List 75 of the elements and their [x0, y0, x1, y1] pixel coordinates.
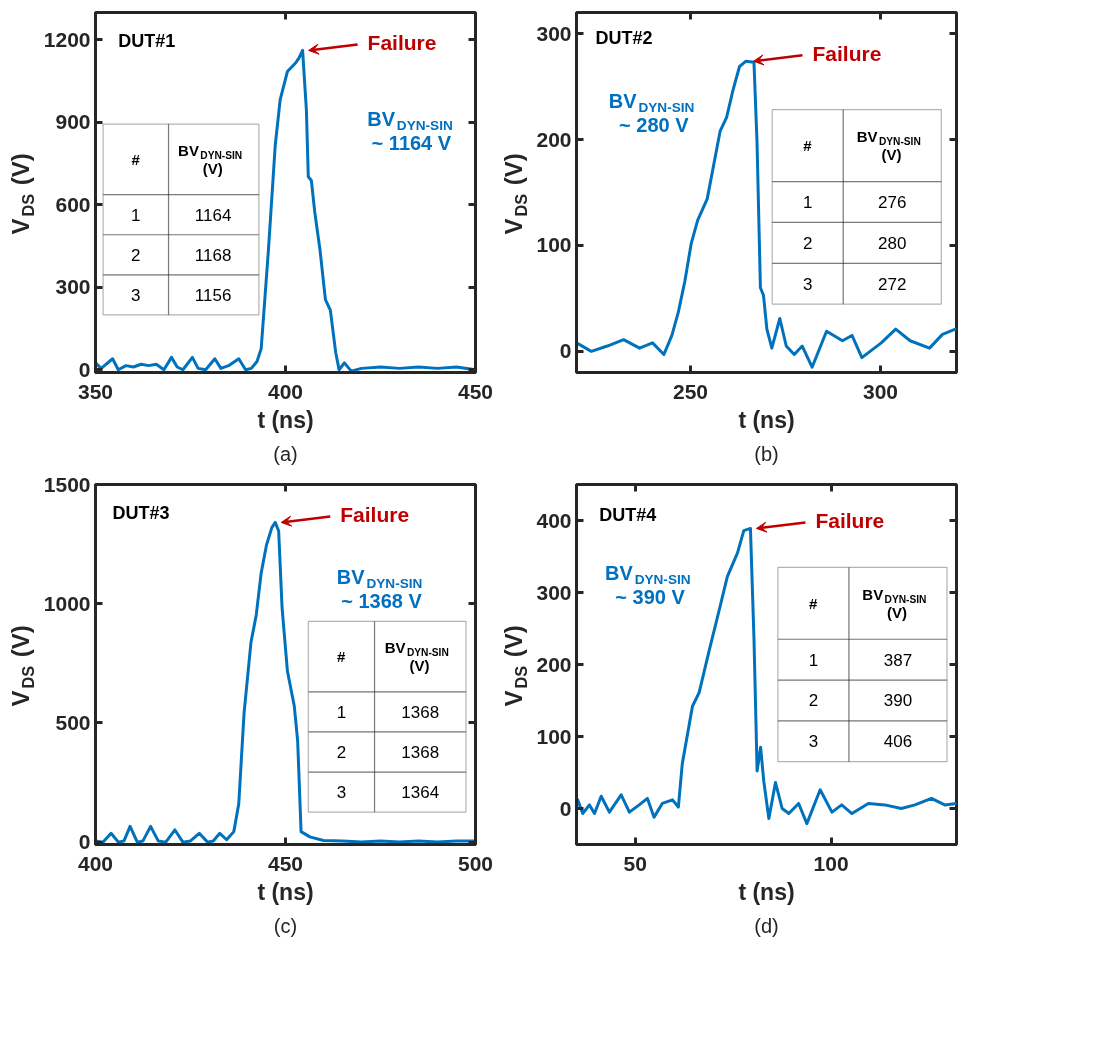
annotation: 1	[336, 702, 347, 722]
x-tick-label: 450	[457, 379, 494, 403]
y-tick-label: 400	[536, 508, 572, 532]
y-axis-title: VDS (V)	[7, 153, 38, 235]
y-tick-label: 100	[536, 233, 572, 257]
annotation: 1164	[194, 205, 232, 225]
text: (d)	[754, 914, 779, 937]
annotation: 1368	[401, 702, 440, 722]
annotation: 2	[131, 245, 141, 265]
annotation: 1	[131, 205, 141, 225]
y-tick-label: 900	[55, 110, 91, 134]
annotation: DUT#2	[595, 27, 653, 48]
annotation: 3	[131, 285, 141, 305]
annotation: 3	[808, 732, 819, 752]
y-tick-label: 300	[55, 275, 91, 299]
x-tick-label: 50	[623, 851, 647, 875]
annotation: Failure	[812, 41, 882, 65]
x-tick-label: 100	[813, 851, 849, 875]
annotation: DUT#1	[118, 31, 176, 52]
y-axis-title: VDS (V)	[500, 625, 531, 707]
x-axis-title: t (ns)	[738, 406, 795, 433]
y-tick-label: 300	[536, 580, 572, 604]
annotation: #	[803, 137, 813, 155]
y-tick-label: 0	[78, 830, 91, 854]
y-tick-label: 1500	[43, 472, 91, 496]
y-tick-label: 200	[536, 127, 572, 151]
annotation: #	[131, 150, 141, 168]
annotation: #	[337, 648, 346, 666]
annotation: 3	[336, 783, 347, 803]
annotation: 1	[802, 193, 813, 213]
y-tick-label: 300	[536, 21, 572, 45]
x-tick-label: 500	[457, 851, 494, 875]
y-tick-label: 0	[78, 357, 91, 381]
x-axis-title: t (ns)	[257, 406, 314, 433]
text: (a)	[273, 442, 298, 465]
y-tick-label: 100	[536, 724, 572, 748]
annotation: 1364	[401, 783, 440, 803]
annotation: 3	[802, 274, 813, 294]
y-tick-label: 1000	[43, 591, 91, 615]
y-tick-label: 1200	[43, 27, 91, 51]
annotation: 406	[883, 732, 913, 752]
annotation: Failure	[340, 502, 410, 526]
annotation: 2	[808, 691, 819, 711]
annotation: DUT#3	[112, 503, 170, 524]
y-axis-title: VDS (V)	[7, 625, 38, 707]
annotation: 1368	[401, 743, 440, 762]
x-tick-label: 450	[267, 851, 304, 875]
x-tick-label: 250	[672, 379, 709, 403]
annotation: 280	[878, 233, 907, 253]
y-tick-label: 200	[536, 652, 572, 676]
annotation: 2	[802, 233, 813, 253]
y-tick-label: 600	[55, 192, 91, 216]
text: (c)	[273, 914, 298, 937]
y-axis-title: VDS (V)	[500, 153, 531, 235]
annotation: 272	[878, 274, 907, 294]
annotation: 387	[883, 650, 913, 670]
annotation: 1	[808, 650, 819, 670]
annotation: DUT#4	[599, 505, 657, 526]
annotation: #	[808, 594, 818, 612]
y-tick-label: 0	[559, 339, 572, 363]
annotation: 390	[883, 691, 913, 711]
x-tick-label: 350	[77, 379, 114, 403]
x-tick-label: 300	[862, 379, 899, 403]
annotation: 1168	[194, 245, 232, 265]
annotation: 276	[878, 193, 907, 213]
annotation: 1156	[194, 285, 232, 305]
annotation: 2	[336, 743, 347, 762]
x-axis-title: t (ns)	[738, 878, 795, 905]
x-axis-title: t (ns)	[257, 878, 314, 905]
x-tick-label: 400	[267, 379, 304, 403]
y-tick-label: 500	[55, 710, 91, 734]
annotation: Failure	[815, 508, 885, 532]
annotation: Failure	[367, 30, 437, 54]
y-tick-label: 0	[559, 796, 572, 820]
text: (b)	[754, 442, 779, 465]
